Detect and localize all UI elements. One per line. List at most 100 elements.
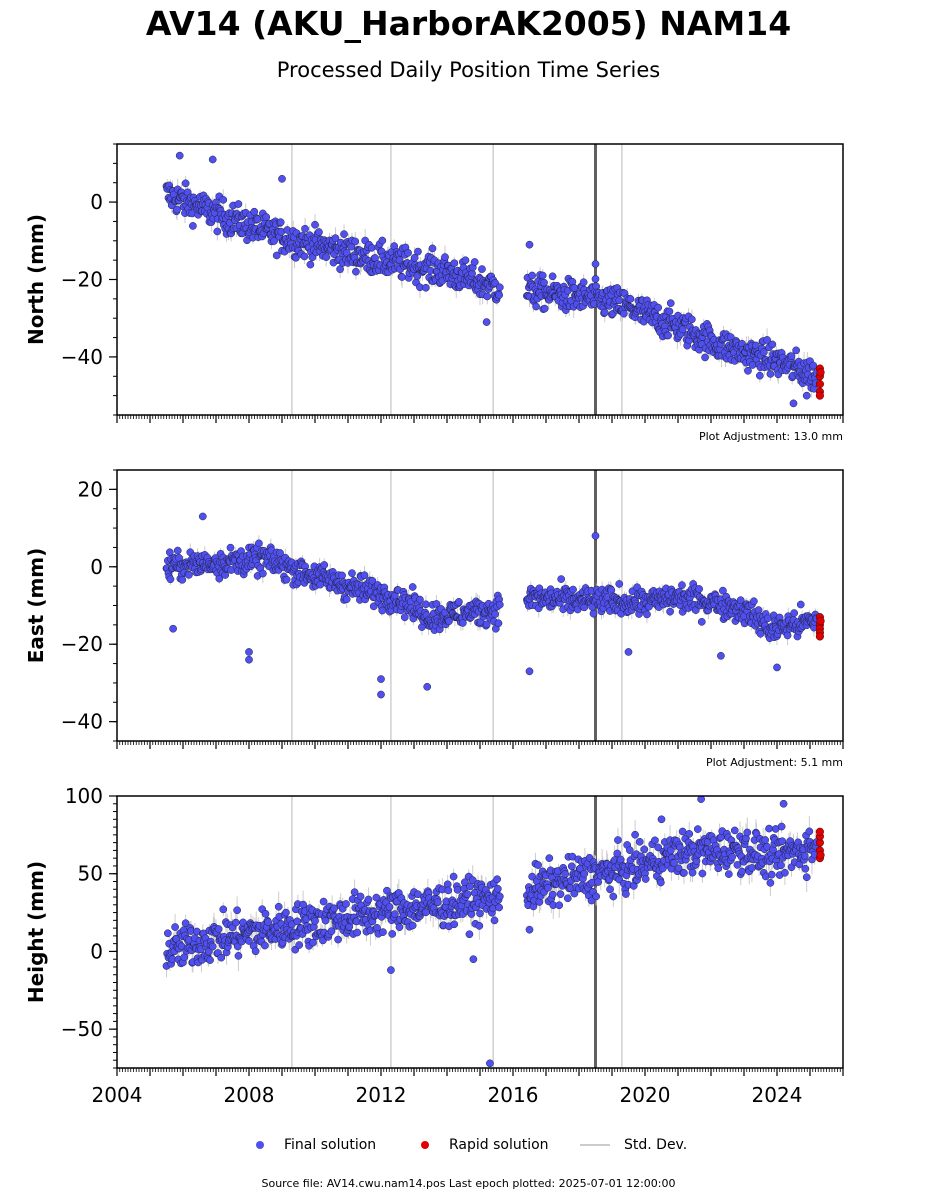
final-point [540,278,548,287]
final-point [787,352,796,360]
final-point [763,336,771,344]
final-point [674,864,683,873]
y-tick-label: 0 [90,190,103,214]
final-point [495,892,504,901]
final-point [800,851,809,860]
final-point [548,890,557,899]
rapid-point [816,616,825,626]
final-point [463,890,472,899]
final-point [181,179,190,188]
final-point [567,862,576,871]
final-point [364,895,373,904]
final-point [544,884,552,892]
final-point [733,861,742,869]
final-point [299,900,307,909]
final-point [185,571,193,579]
final-point [736,596,745,605]
final-point [754,606,763,614]
final-point [255,539,263,548]
final-point [404,248,412,257]
final-point [306,260,315,269]
final-point [214,925,223,933]
final-point [569,585,577,594]
final-point [460,878,469,887]
final-point [171,923,179,931]
final-point [351,237,360,246]
final-point [300,252,309,261]
final-point [372,893,381,902]
final-point [408,921,417,930]
final-solution-points [162,512,821,699]
final-point [756,629,765,638]
final-point [163,929,172,938]
final-point [778,837,787,846]
final-point [315,228,323,236]
final-point [334,935,342,944]
final-point [208,942,217,951]
final-point [320,561,329,569]
final-point [697,617,706,626]
final-point [175,151,184,160]
final-point [579,278,588,287]
final-point [319,897,328,906]
final-point [245,937,253,945]
final-point [738,867,746,876]
time-series-chart: 0 −20 −40 North (mm) Plot Adjustment: 13.0 m… [24,143,844,1107]
final-point [801,864,810,873]
final-point [773,663,781,672]
final-point [570,284,579,292]
final-point [217,953,226,962]
final-point [525,925,534,934]
final-point [491,610,500,618]
y-axis-label: Height (mm) [24,861,48,1003]
final-point [352,267,360,276]
final-point [589,609,598,618]
final-point [557,575,566,583]
final-point [783,631,792,640]
final-point [458,619,467,627]
final-point [678,325,687,334]
final-point [400,613,409,622]
x-axis: 2004 2008 2012 2016 2020 2024 [92,1068,844,1107]
x-axis [116,741,844,749]
plot-adjustment-label: Plot Adjustment: 13.0 mm [699,430,843,443]
final-point [475,921,484,930]
final-point [414,247,422,256]
rapid-point [816,851,825,860]
final-point [453,886,462,894]
final-point [591,531,600,540]
final-point [765,824,773,833]
final-point [625,846,634,855]
final-point [181,919,190,928]
y-tick-label: −20 [61,268,103,292]
final-point [809,361,818,370]
final-point [272,251,281,260]
final-point [635,837,644,846]
final-point [250,207,259,216]
chart-title: AV14 (AKU_HarborAK2005) NAM14 [145,4,792,43]
final-point [730,826,739,835]
final-point [368,577,377,585]
final-point [450,259,459,268]
y-axis: 20 0 −20 −40 [61,469,117,742]
final-point [293,917,302,926]
final-point [353,928,362,937]
final-point [666,299,675,308]
final-point [461,256,470,265]
y-axis-label: East (mm) [24,548,48,664]
rapid-point [815,391,824,400]
final-point [308,253,317,262]
final-point [555,901,564,910]
final-point [622,890,630,898]
final-point [408,583,417,591]
final-point [495,283,504,292]
final-point [311,220,319,229]
final-point [261,910,270,918]
plot-area-north [162,144,825,415]
final-point [528,872,536,881]
final-point [614,836,622,844]
final-point [428,244,437,253]
final-point [695,585,703,593]
final-point [219,195,228,204]
final-point [478,265,486,273]
